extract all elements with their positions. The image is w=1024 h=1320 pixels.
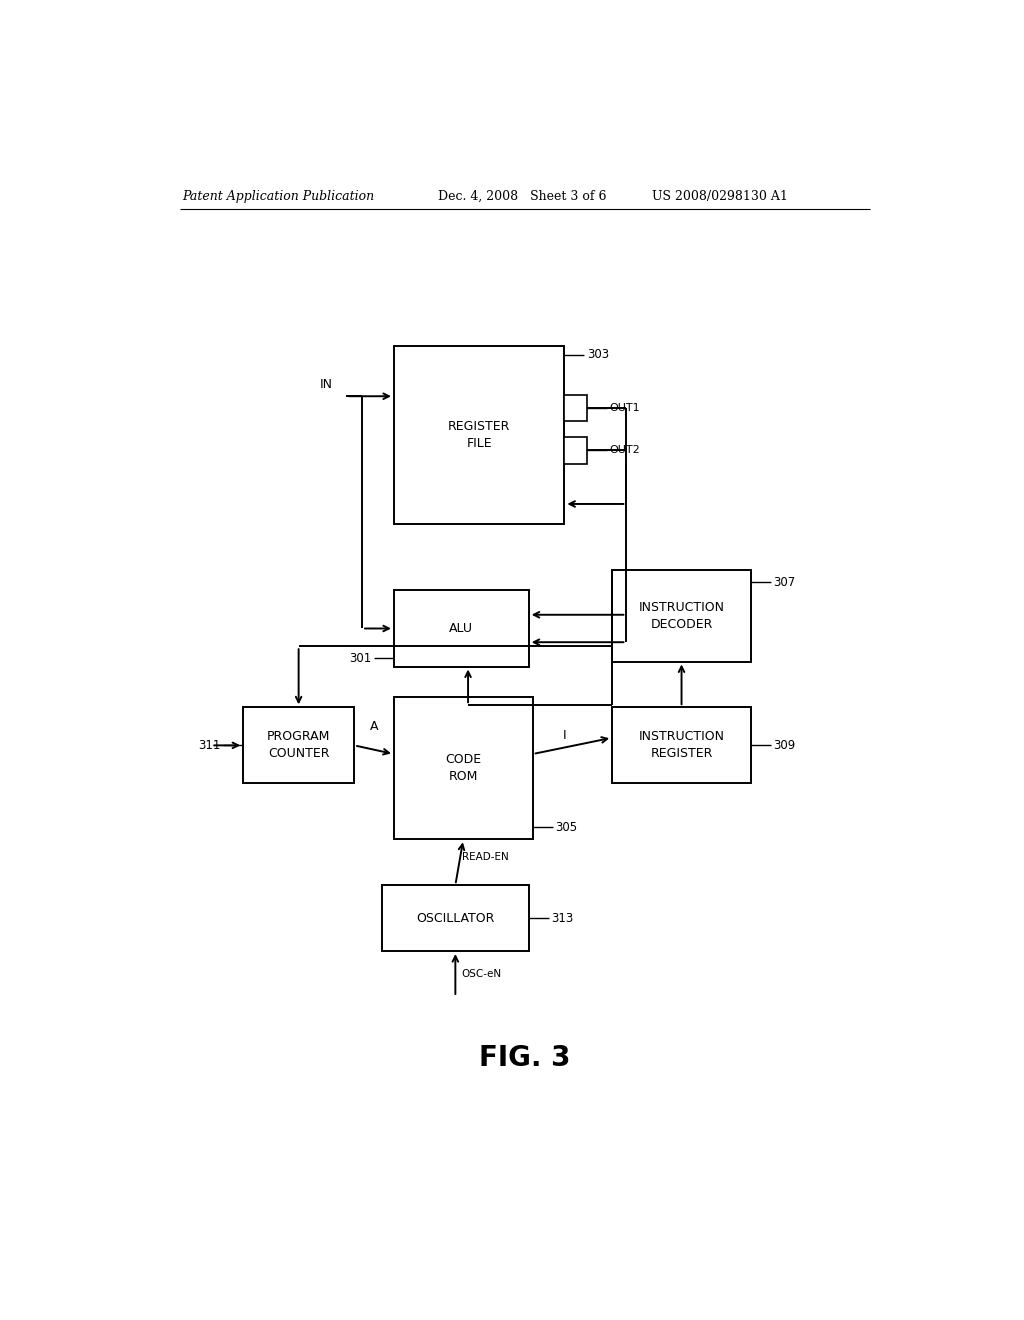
Text: ALU: ALU <box>450 622 473 635</box>
Text: 303: 303 <box>587 348 609 362</box>
Text: US 2008/0298130 A1: US 2008/0298130 A1 <box>652 190 787 202</box>
Bar <box>382 886 528 952</box>
Text: OSCILLATOR: OSCILLATOR <box>416 912 495 924</box>
Text: A: A <box>370 721 378 733</box>
Text: OUT2: OUT2 <box>609 445 640 455</box>
Text: 309: 309 <box>773 739 796 752</box>
Text: INSTRUCTION
DECODER: INSTRUCTION DECODER <box>639 601 725 631</box>
Text: 301: 301 <box>349 652 372 665</box>
Bar <box>612 708 751 784</box>
Text: PROGRAM
COUNTER: PROGRAM COUNTER <box>267 730 331 760</box>
Text: CODE
ROM: CODE ROM <box>445 754 481 783</box>
Text: IN: IN <box>319 378 333 391</box>
Text: 307: 307 <box>773 576 796 589</box>
Bar <box>394 346 564 524</box>
Text: OUT1: OUT1 <box>609 403 640 413</box>
Text: 305: 305 <box>555 821 578 834</box>
Bar <box>243 708 354 784</box>
Text: I: I <box>562 729 566 742</box>
Text: 313: 313 <box>551 912 573 924</box>
Text: FIG. 3: FIG. 3 <box>479 1044 570 1072</box>
Bar <box>394 697 532 840</box>
Bar <box>612 570 751 661</box>
Text: INSTRUCTION
REGISTER: INSTRUCTION REGISTER <box>639 730 725 760</box>
Bar <box>564 395 587 421</box>
Text: READ-EN: READ-EN <box>462 853 509 862</box>
Text: Dec. 4, 2008   Sheet 3 of 6: Dec. 4, 2008 Sheet 3 of 6 <box>437 190 606 202</box>
Bar <box>564 437 587 463</box>
Text: Patent Application Publication: Patent Application Publication <box>182 190 374 202</box>
Bar <box>394 590 528 667</box>
Text: REGISTER
FILE: REGISTER FILE <box>447 420 510 450</box>
Text: OSC-eN: OSC-eN <box>462 969 502 978</box>
Text: 311: 311 <box>199 739 221 752</box>
